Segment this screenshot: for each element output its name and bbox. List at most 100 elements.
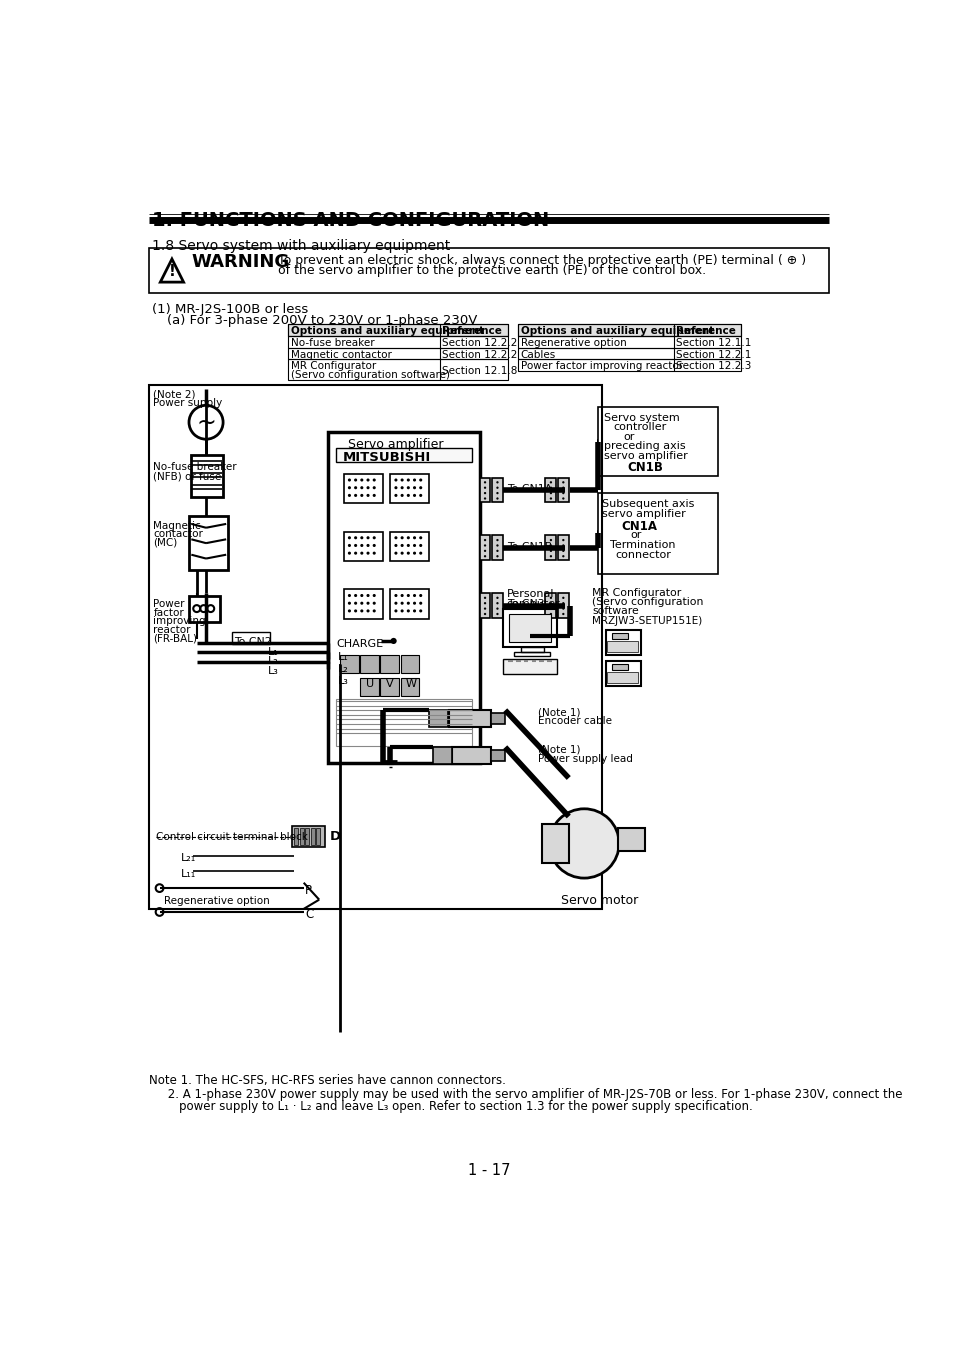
Text: Section 12.2.2: Section 12.2.2 [442,350,517,360]
Bar [335,699,472,745]
Text: No-fuse breaker: No-fuse breaker [153,462,236,472]
Circle shape [354,609,356,613]
Circle shape [483,613,486,616]
Bar [545,536,556,560]
Text: L₃: L₃ [337,676,348,686]
Circle shape [549,608,552,610]
Text: 2. A 1-phase 230V power supply may be used with the servo amplifier of MR-J2S-70: 2. A 1-phase 230V power supply may be us… [149,1088,902,1100]
Bar [390,474,429,504]
Circle shape [418,602,422,605]
Circle shape [400,544,403,547]
Text: (FR-BAL): (FR-BAL) [153,633,197,643]
Circle shape [373,494,375,497]
Bar [433,747,452,764]
Circle shape [413,478,416,482]
Bar [328,432,479,763]
Circle shape [549,602,552,605]
Text: P: P [305,884,312,898]
Text: Regenerative option: Regenerative option [520,339,626,348]
Circle shape [348,486,351,489]
Circle shape [366,486,369,489]
Bar [232,632,270,644]
Text: Note 1. The HC-SFS, HC-RFS series have cannon connectors.: Note 1. The HC-SFS, HC-RFS series have c… [149,1075,505,1088]
Bar [380,678,398,697]
Circle shape [413,602,416,605]
Circle shape [496,602,498,605]
Circle shape [400,478,403,482]
Circle shape [406,594,410,597]
Text: reactor: reactor [153,625,191,634]
Text: Section 12.2.1: Section 12.2.1 [676,350,751,360]
Text: L₂: L₂ [337,664,348,674]
Text: (Note 2): (Note 2) [153,389,195,400]
Circle shape [400,594,403,597]
Text: ~: ~ [196,410,215,435]
Text: (a) For 3‐phase 200V to 230V or 1‐phase 230V: (a) For 3‐phase 200V to 230V or 1‐phase … [167,315,477,328]
Circle shape [496,491,498,494]
Bar [517,347,740,359]
Text: (Servo configuration software): (Servo configuration software) [291,370,450,379]
Bar [558,536,568,560]
Circle shape [373,486,375,489]
Bar [607,641,638,652]
Text: Power factor improving reactor: Power factor improving reactor [520,362,682,371]
Circle shape [549,491,552,494]
Text: Termination: Termination [609,540,675,549]
Text: Power supply: Power supply [153,398,222,409]
Circle shape [561,491,564,494]
Circle shape [360,609,363,613]
Circle shape [561,497,564,500]
Bar [479,478,490,502]
Circle shape [348,594,351,597]
Circle shape [400,536,403,539]
Circle shape [360,544,363,547]
Bar [541,825,568,863]
Text: or: or [622,432,634,441]
Bar [605,630,640,655]
Bar [189,595,220,622]
Circle shape [406,609,410,613]
Circle shape [366,602,369,605]
Circle shape [483,497,486,500]
Circle shape [418,536,422,539]
Text: software: software [592,606,639,617]
Circle shape [413,494,416,497]
Circle shape [406,552,410,555]
Bar [479,536,490,560]
Circle shape [406,536,410,539]
Bar [315,828,319,845]
Circle shape [360,602,363,605]
Bar [598,493,718,574]
Circle shape [348,552,351,555]
Circle shape [496,608,498,610]
Text: (Servo configuration: (Servo configuration [592,597,702,608]
Circle shape [549,613,552,616]
Text: To prevent an electric shock, always connect the protective earth (PE) terminal : To prevent an electric shock, always con… [278,254,805,267]
Bar [452,747,491,764]
Bar [520,647,543,652]
Circle shape [418,486,422,489]
Circle shape [360,536,363,539]
Text: Section 12.2.2: Section 12.2.2 [442,339,517,348]
Circle shape [360,594,363,597]
Circle shape [418,609,422,613]
Circle shape [360,494,363,497]
Circle shape [348,536,351,539]
Circle shape [366,544,369,547]
Text: controller: controller [613,423,666,432]
Circle shape [549,555,552,558]
Circle shape [496,597,498,599]
Text: To CN3: To CN3 [506,599,544,609]
Circle shape [400,494,403,497]
Circle shape [354,544,356,547]
Bar [149,248,828,293]
Circle shape [354,494,356,497]
Text: Control circuit terminal block: Control circuit terminal block [156,832,308,842]
Text: contactor: contactor [153,529,203,539]
Bar [390,590,429,618]
Circle shape [418,594,422,597]
Circle shape [366,478,369,482]
Bar [189,516,228,570]
Circle shape [373,536,375,539]
Circle shape [354,486,356,489]
